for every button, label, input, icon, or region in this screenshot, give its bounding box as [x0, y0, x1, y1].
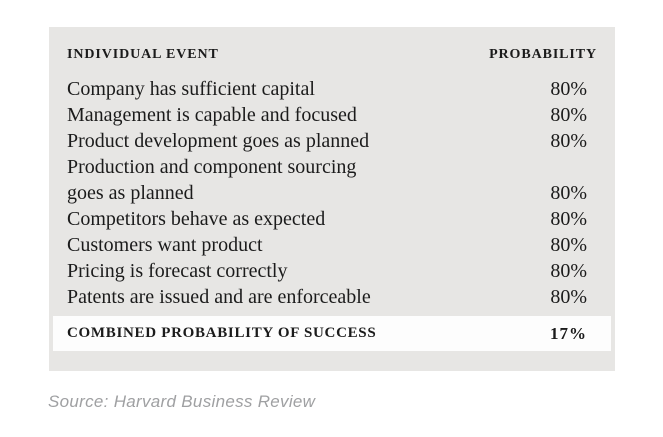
event-label: Competitors behave as expected [67, 208, 326, 230]
combined-probability-label: COMBINED PROBABILITY OF SUCCESS [67, 325, 377, 341]
event-label: Product development goes as planned [67, 130, 370, 152]
table-row: Production and component sourcing goes a… [67, 154, 597, 206]
event-label-line-1: Production and component sourcing [67, 156, 357, 178]
probability-value: 80% [550, 286, 587, 308]
probability-value: 80% [550, 78, 587, 100]
source-caption: Source: Harvard Business Review [48, 392, 316, 411]
table-row: Product development goes as planned 80% [67, 128, 597, 154]
probability-value: 80% [550, 260, 587, 282]
table-row: Competitors behave as expected 80% [67, 206, 597, 232]
column-header-individual-event: INDIVIDUAL EVENT [67, 47, 219, 62]
table-row: Company has sufficient capital 80% [67, 76, 597, 102]
event-label: Patents are issued and are enforceable [67, 286, 371, 308]
column-header-probability: PROBABILITY [489, 47, 597, 62]
probability-value: 80% [550, 208, 587, 230]
probability-table: INDIVIDUAL EVENT PROBABILITY Company has… [49, 27, 615, 371]
table-header-row: INDIVIDUAL EVENT PROBABILITY [49, 27, 615, 64]
combined-probability-row: COMBINED PROBABILITY OF SUCCESS 17% [53, 316, 611, 351]
event-label-line-2: goes as planned [67, 182, 194, 204]
probability-value: 80% [550, 234, 587, 256]
probability-value: 80% [550, 182, 587, 204]
event-label: Pricing is forecast correctly [67, 260, 288, 282]
event-label: Customers want product [67, 234, 263, 256]
event-label: Production and component sourcing goes a… [67, 154, 356, 206]
table-body: Company has sufficient capital 80% Manag… [49, 64, 615, 310]
combined-probability-value: 17% [550, 323, 587, 343]
event-label: Management is capable and focused [67, 104, 357, 126]
table-row: Pricing is forecast correctly 80% [67, 258, 597, 284]
probability-value: 80% [550, 104, 587, 126]
table-row: Customers want product 80% [67, 232, 597, 258]
probability-value: 80% [550, 130, 587, 152]
event-label: Company has sufficient capital [67, 78, 315, 100]
table-row: Management is capable and focused 80% [67, 102, 597, 128]
table-row: Patents are issued and are enforceable 8… [67, 284, 597, 310]
